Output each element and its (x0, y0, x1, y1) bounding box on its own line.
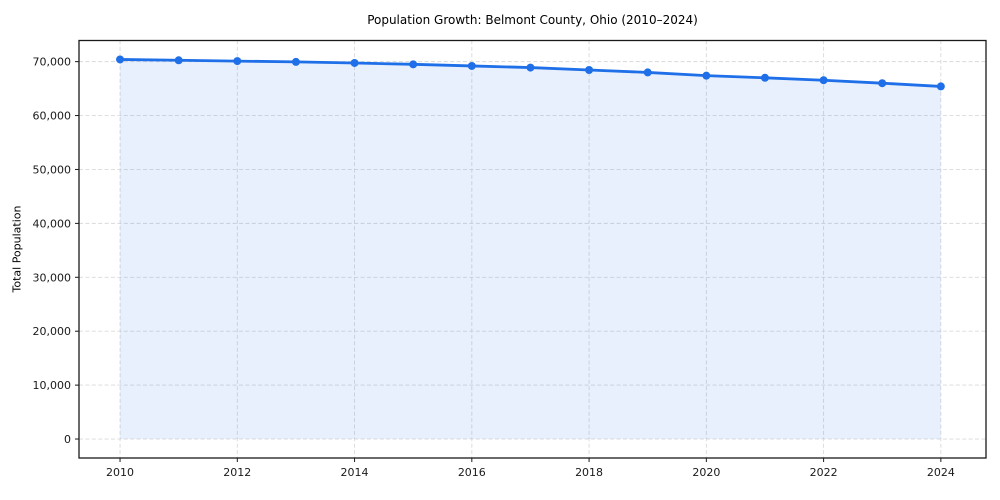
x-tick-label: 2022 (810, 466, 838, 479)
data-point (878, 79, 887, 88)
data-point (116, 55, 125, 64)
x-tick-label: 2016 (458, 466, 486, 479)
data-point (936, 82, 945, 91)
y-axis-label: Total Population (10, 205, 24, 293)
data-point (526, 63, 535, 72)
y-tick-label: 20,000 (33, 325, 72, 338)
y-tick-label: 70,000 (33, 56, 72, 69)
y-tick-label: 10,000 (33, 379, 72, 392)
data-point (702, 71, 711, 80)
data-point (819, 76, 828, 85)
x-tick-label: 2010 (106, 466, 134, 479)
data-point (174, 56, 183, 65)
y-tick-label: 30,000 (33, 271, 72, 284)
y-tick-label: 50,000 (33, 163, 72, 176)
data-point (467, 61, 476, 70)
chart-title: Population Growth: Belmont County, Ohio … (367, 13, 698, 27)
area-fill (120, 59, 941, 440)
data-point (350, 58, 359, 67)
data-point (585, 65, 594, 74)
data-point (409, 60, 418, 69)
data-point (233, 57, 242, 66)
data-point (643, 68, 652, 77)
x-tick-label: 2014 (341, 466, 369, 479)
x-tick-label: 2018 (575, 466, 603, 479)
x-tick-label: 2012 (223, 466, 251, 479)
data-point (760, 73, 769, 82)
data-point (291, 57, 300, 66)
y-tick-label: 60,000 (33, 110, 72, 123)
axes-box (78, 39, 987, 459)
x-tick-label: 2024 (927, 466, 955, 479)
x-tick-label: 2020 (692, 466, 720, 479)
y-tick-label: 0 (64, 433, 71, 446)
y-tick-label: 40,000 (33, 217, 72, 230)
